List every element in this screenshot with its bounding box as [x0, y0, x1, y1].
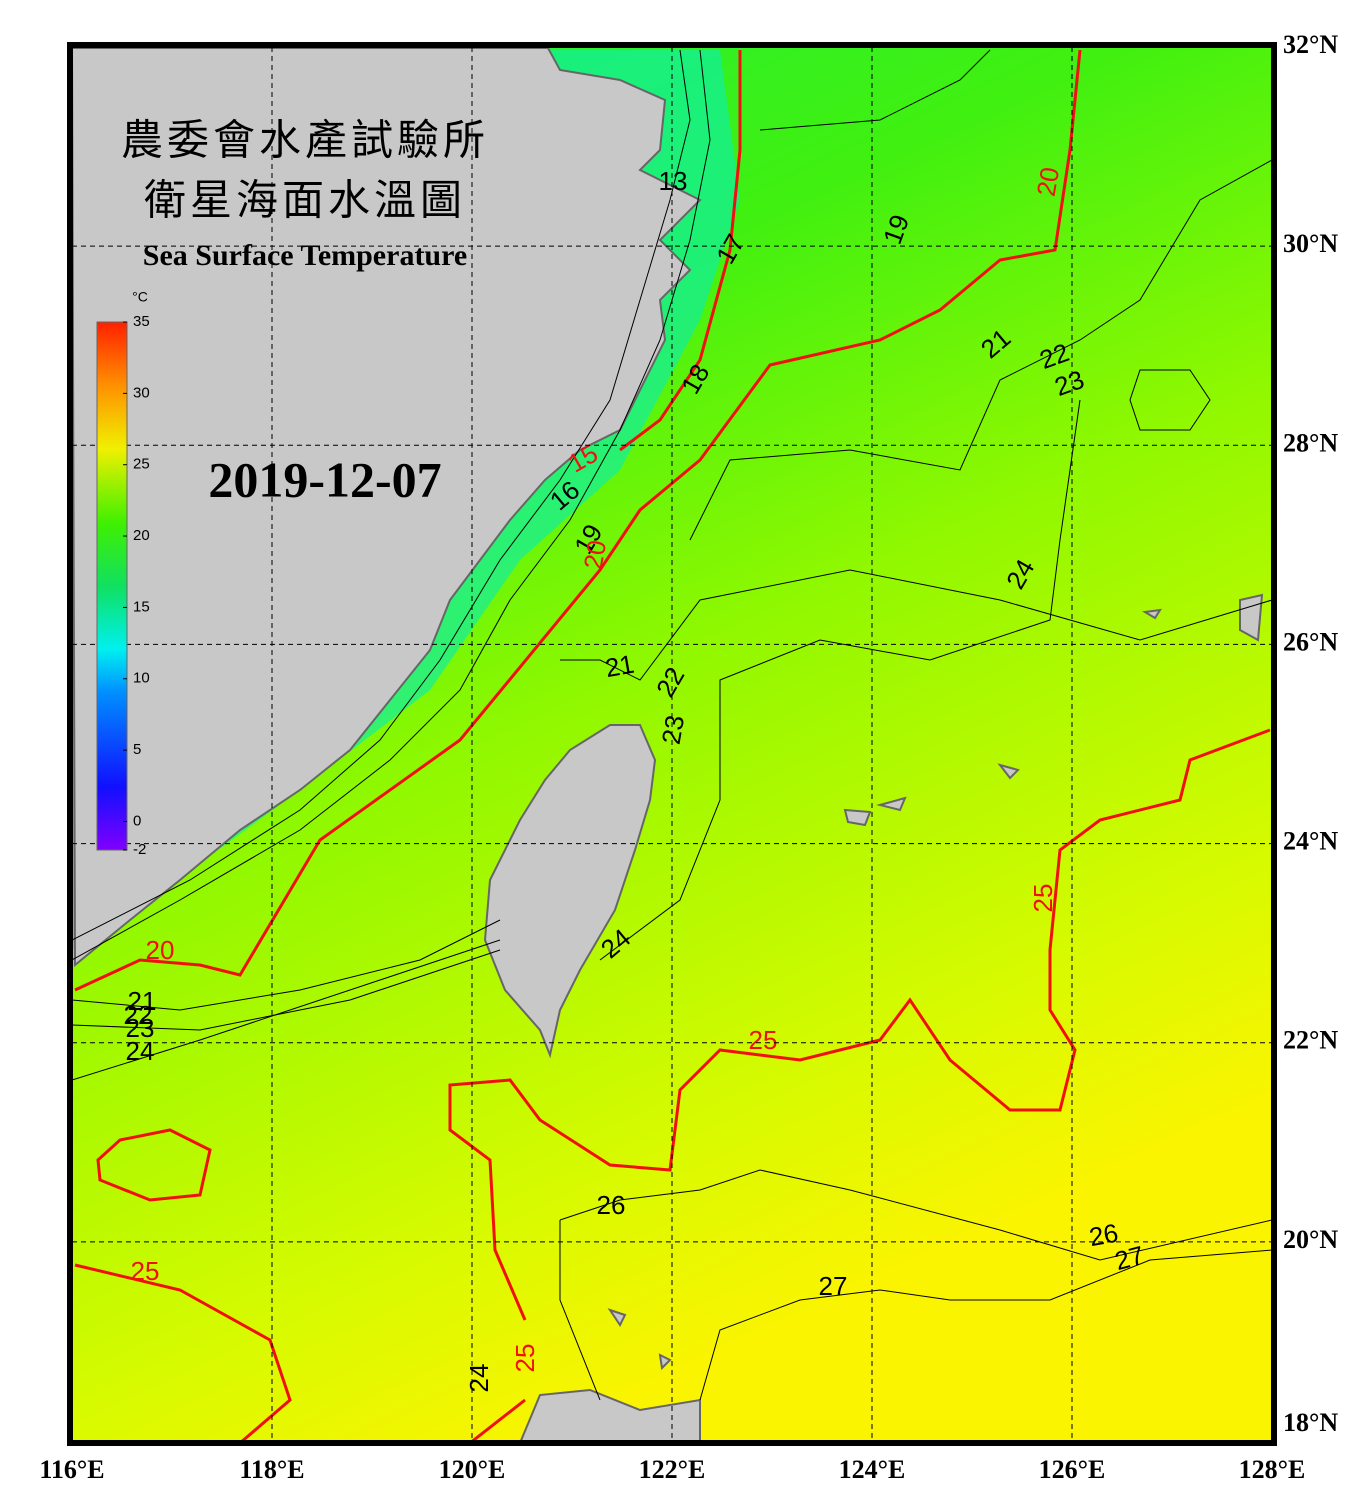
x-tick-label: 124°E [839, 1455, 906, 1484]
x-tick-label: 128°E [1239, 1455, 1306, 1484]
x-tick-label: 126°E [1039, 1455, 1106, 1484]
colorbar-tick-label: 20 [133, 527, 150, 544]
colorbar-tick-label: 5 [133, 741, 141, 758]
contour-label: 20 [146, 935, 175, 965]
title-en: Sea Surface Temperature [143, 239, 467, 272]
contours [72, 49, 1272, 1401]
x-tick-label: 118°E [239, 1455, 304, 1484]
contour-label: 20 [1031, 165, 1066, 199]
taiwan [483, 724, 657, 1059]
y-tick-label: 20°N [1283, 1225, 1338, 1254]
contour-label: 23 [126, 1013, 155, 1043]
contour-label: 25 [510, 1344, 540, 1373]
grid [72, 47, 1272, 1441]
contour-label: 21 [603, 649, 637, 684]
x-tick-label: 122°E [639, 1455, 706, 1484]
y-tick-label: 32°N [1283, 30, 1338, 59]
y-tick-label: 28°N [1283, 428, 1338, 457]
y-tick-label: 30°N [1283, 229, 1338, 258]
contour-label: 24 [464, 1364, 494, 1393]
colorbar-unit: °C [132, 289, 148, 305]
colorbar-tick-label: 15 [133, 598, 150, 615]
contour-label: 21 [128, 986, 157, 1016]
y-tick-label: 26°N [1283, 627, 1338, 656]
title-zh: 農委會水產試驗所 [121, 118, 489, 165]
contour-label: 25 [749, 1025, 778, 1055]
contour-label: 27 [819, 1271, 848, 1301]
contour-label: 20 [578, 538, 613, 572]
contour-label: 25 [1028, 884, 1058, 913]
contours-red [74, 49, 1271, 1441]
contour-label: 25 [131, 1256, 160, 1286]
title-zh: 衛星海面水溫圖 [144, 179, 466, 225]
map-frame [67, 42, 1277, 1446]
colorbar [96, 321, 128, 851]
contour-label: 24 [126, 1036, 155, 1066]
islands [607, 593, 1264, 1371]
colorbar-tick-label: 35 [133, 313, 150, 330]
contour-label: 23 [656, 713, 691, 747]
axes: 116°E 118°E 120°E 122°E 124°E 126°E 128°E 18°N 2… [39, 30, 1338, 1484]
y-tick-label: 18°N [1283, 1408, 1338, 1437]
contour-label: 26 [1087, 1218, 1121, 1253]
x-tick-label: 120°E [439, 1455, 506, 1484]
colorbar-tick-label: 10 [133, 670, 150, 687]
date: 2019-12-07 [208, 451, 441, 507]
y-tick-label: 22°N [1283, 1026, 1338, 1055]
colorbar-tick-label: 30 [133, 384, 150, 401]
contour-label: 22 [124, 1000, 153, 1030]
luzon [519, 1388, 701, 1441]
y-tick-label: 24°N [1283, 827, 1338, 856]
contour-label: 26 [597, 1190, 626, 1220]
x-tick-label: 116°E [39, 1455, 104, 1484]
colorbar-ticks: -2 0 5 10 15 20 25 30 35 [123, 313, 150, 858]
mainland [72, 47, 702, 968]
colorbar-tick-label: -2 [133, 841, 146, 858]
colorbar-tick-label: 25 [133, 456, 150, 473]
contour-label: 13 [659, 166, 688, 196]
colorbar-tick-label: 0 [133, 812, 141, 829]
